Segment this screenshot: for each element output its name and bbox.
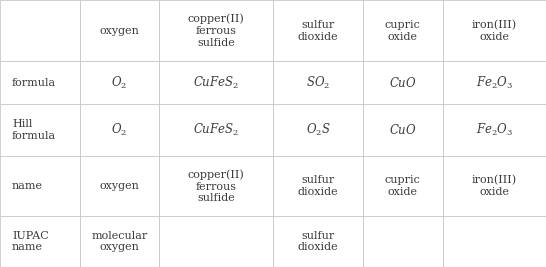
Bar <box>363 156 443 216</box>
Text: Hill
formula: Hill formula <box>12 119 56 141</box>
Text: oxygen: oxygen <box>99 26 139 36</box>
Bar <box>443 216 546 267</box>
Bar <box>273 216 363 267</box>
Bar <box>273 0 363 61</box>
Text: $SO_2$: $SO_2$ <box>306 75 330 91</box>
Bar <box>80 104 159 156</box>
Bar <box>80 216 159 267</box>
Text: formula: formula <box>12 78 56 88</box>
Bar <box>443 156 546 216</box>
Bar <box>363 0 443 61</box>
Text: sulfur
dioxide: sulfur dioxide <box>298 231 338 252</box>
Bar <box>0 216 80 267</box>
Bar <box>363 104 443 156</box>
Text: iron(III)
oxide: iron(III) oxide <box>472 20 517 42</box>
Text: iron(III)
oxide: iron(III) oxide <box>472 175 517 197</box>
Text: IUPAC
name: IUPAC name <box>12 231 49 252</box>
Bar <box>443 0 546 61</box>
Text: $O_2$: $O_2$ <box>111 75 128 91</box>
Text: copper(II)
ferrous
sulfide: copper(II) ferrous sulfide <box>188 14 245 48</box>
Bar <box>0 104 80 156</box>
Bar <box>363 61 443 104</box>
Text: copper(II)
ferrous
sulfide: copper(II) ferrous sulfide <box>188 169 245 203</box>
Bar <box>443 61 546 104</box>
Bar <box>273 156 363 216</box>
Bar <box>0 61 80 104</box>
Bar <box>80 156 159 216</box>
Bar <box>159 216 273 267</box>
Text: sulfur
dioxide: sulfur dioxide <box>298 20 338 41</box>
Bar <box>273 61 363 104</box>
Text: cupric
oxide: cupric oxide <box>385 175 421 197</box>
Text: $Fe_2O_3$: $Fe_2O_3$ <box>476 75 513 91</box>
Text: oxygen: oxygen <box>99 181 139 191</box>
Bar <box>0 156 80 216</box>
Bar <box>80 61 159 104</box>
Text: name: name <box>12 181 43 191</box>
Text: cupric
oxide: cupric oxide <box>385 20 421 41</box>
Bar <box>159 104 273 156</box>
Text: $CuO$: $CuO$ <box>389 76 417 90</box>
Text: molecular
oxygen: molecular oxygen <box>91 231 147 252</box>
Text: $CuO$: $CuO$ <box>389 123 417 137</box>
Bar <box>159 61 273 104</box>
Bar <box>0 0 80 61</box>
Bar <box>363 216 443 267</box>
Text: $CuFeS_2$: $CuFeS_2$ <box>193 122 239 138</box>
Bar <box>443 104 546 156</box>
Text: sulfur
dioxide: sulfur dioxide <box>298 175 338 197</box>
Text: $O_2$: $O_2$ <box>111 122 128 138</box>
Bar <box>273 104 363 156</box>
Bar <box>80 0 159 61</box>
Bar <box>159 156 273 216</box>
Bar <box>159 0 273 61</box>
Text: $Fe_2O_3$: $Fe_2O_3$ <box>476 122 513 138</box>
Text: $O_2S$: $O_2S$ <box>306 122 330 138</box>
Text: $CuFeS_2$: $CuFeS_2$ <box>193 75 239 91</box>
